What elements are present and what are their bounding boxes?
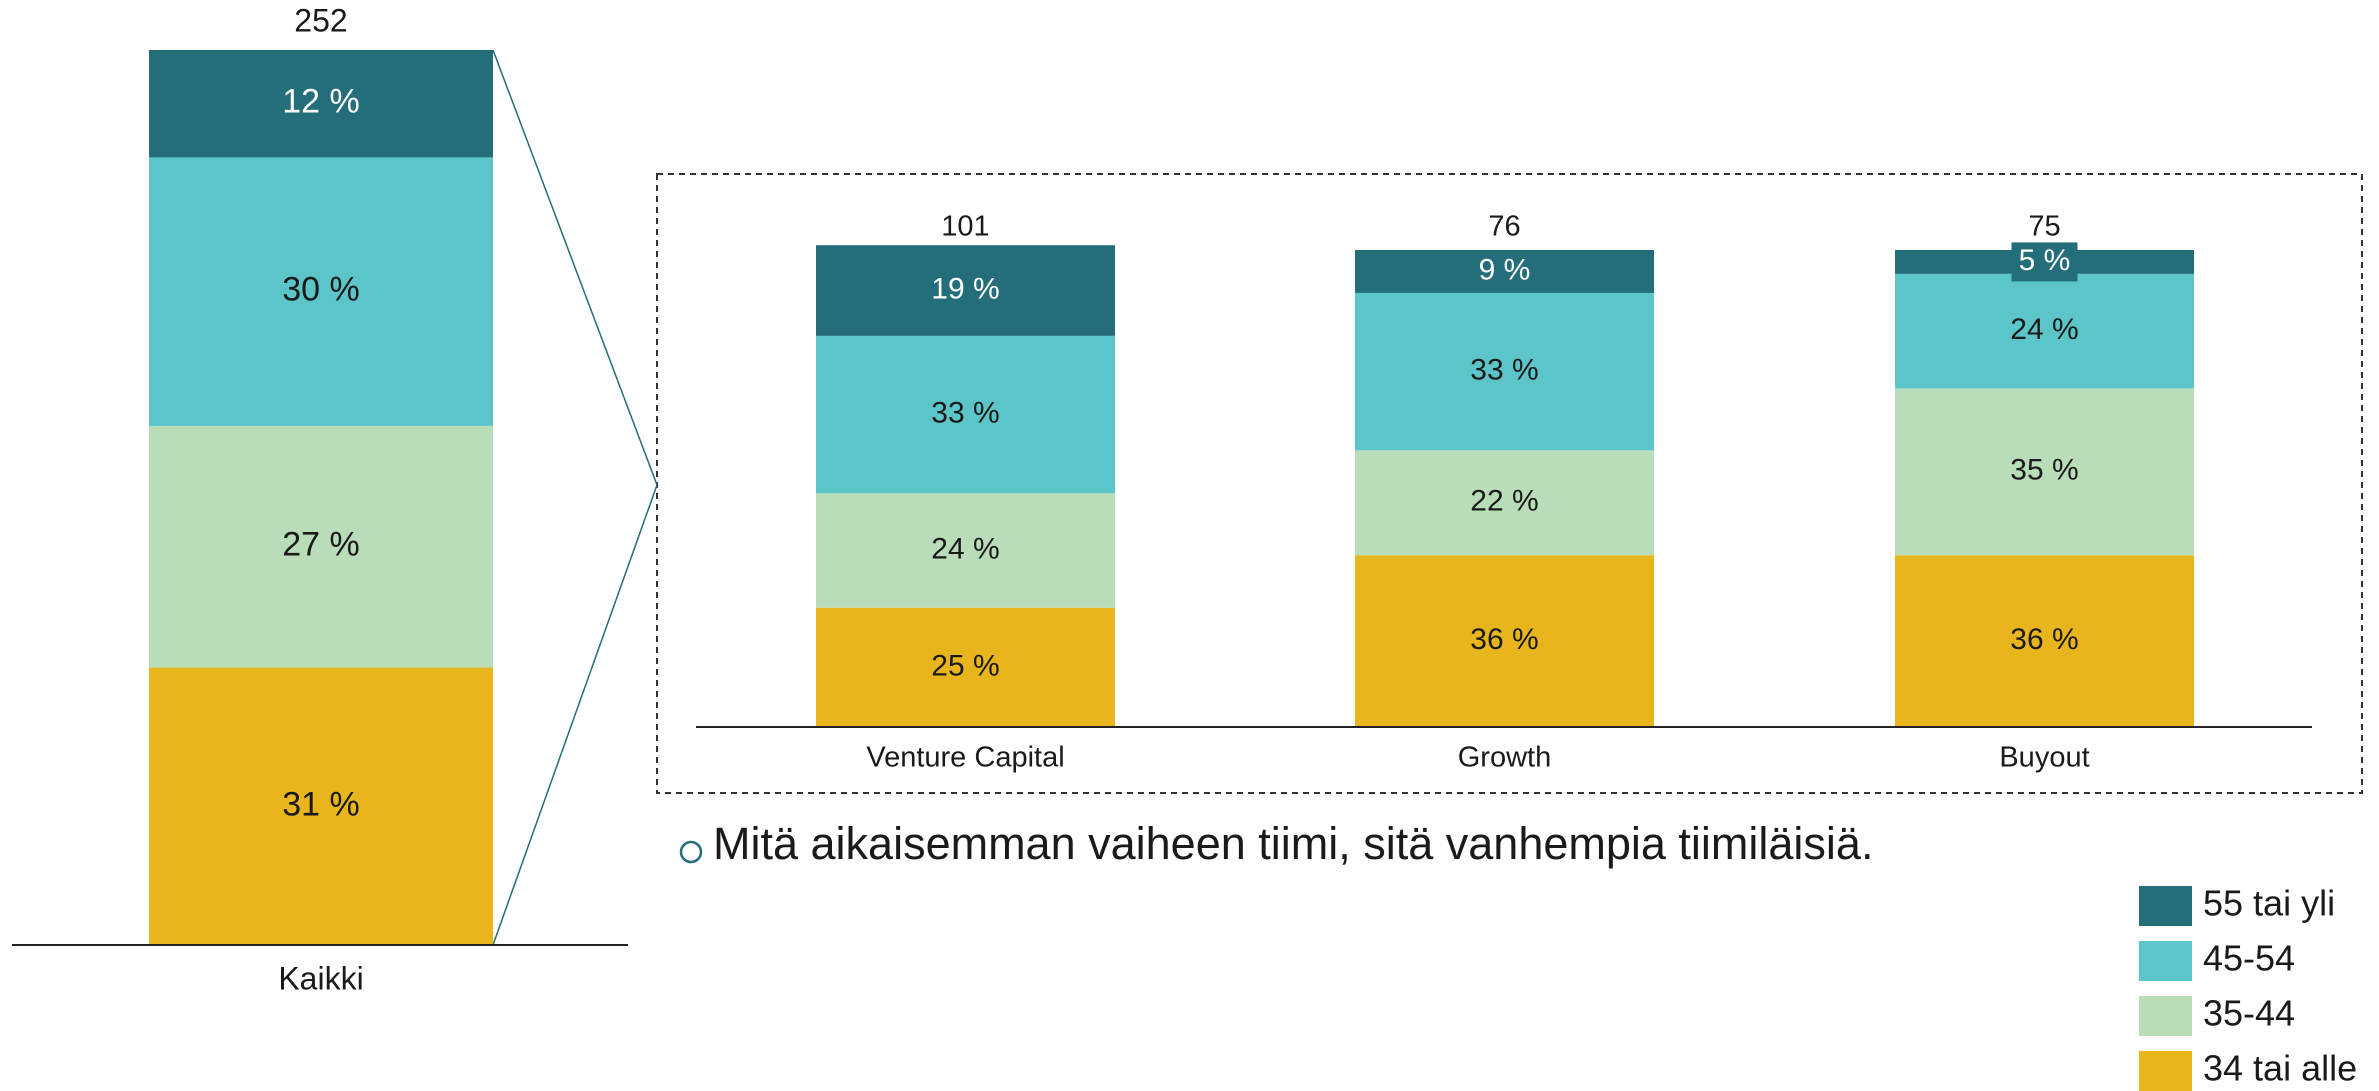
value-label: 36 % bbox=[2010, 623, 2078, 656]
bar-segment bbox=[1895, 273, 2194, 389]
bar-segment bbox=[816, 493, 1115, 608]
legend-label: 55 tai yli bbox=[2203, 883, 2335, 924]
bar-segment bbox=[149, 50, 493, 158]
bar-segment bbox=[1355, 250, 1654, 293]
legend-swatch bbox=[2139, 886, 2192, 926]
zoom-line bbox=[492, 49, 658, 486]
bar-segment bbox=[149, 157, 493, 426]
zoom-line bbox=[492, 484, 658, 946]
value-label: 24 % bbox=[931, 532, 999, 565]
value-label: 27 % bbox=[282, 526, 360, 564]
x-tick-label: Kaikki bbox=[278, 960, 363, 996]
value-label: 24 % bbox=[2010, 313, 2078, 346]
value-label: 30 % bbox=[282, 271, 360, 309]
total-label: 101 bbox=[941, 211, 989, 243]
value-label: 33 % bbox=[931, 396, 999, 429]
total-label: 76 bbox=[1488, 211, 1520, 243]
value-label: 22 % bbox=[1470, 485, 1538, 518]
value-label: 36 % bbox=[1470, 623, 1538, 656]
value-label: 19 % bbox=[931, 272, 999, 305]
annotation: Mitä aikaisemman vaiheen tiimi, sitä van… bbox=[713, 818, 1873, 869]
bar-segment bbox=[1355, 450, 1654, 556]
x-tick-label: Growth bbox=[1458, 742, 1551, 774]
bar-segment bbox=[816, 607, 1115, 727]
bar-segment bbox=[1355, 292, 1654, 451]
bar-segment bbox=[1895, 388, 2194, 556]
bar-segment bbox=[149, 667, 493, 945]
legend-label: 34 tai alle bbox=[2203, 1048, 2357, 1089]
label-box bbox=[2011, 242, 2078, 282]
total-label: 252 bbox=[294, 2, 347, 38]
value-label: 35 % bbox=[2010, 454, 2078, 487]
legend-swatch bbox=[2139, 1051, 2192, 1091]
total-label: 75 bbox=[2028, 211, 2060, 243]
bar-segment bbox=[1355, 555, 1654, 727]
value-label: 25 % bbox=[931, 649, 999, 682]
value-label: 5 % bbox=[2019, 244, 2071, 277]
bar-segment bbox=[1895, 555, 2194, 727]
bar-segment bbox=[816, 245, 1115, 336]
bullet bbox=[679, 840, 703, 864]
x-tick-label: Venture Capital bbox=[866, 742, 1064, 774]
legend-label: 45-54 bbox=[2203, 938, 2295, 979]
bar-segment bbox=[816, 335, 1115, 494]
legend-swatch bbox=[2139, 996, 2192, 1036]
bar-segment bbox=[149, 425, 493, 668]
legend-swatch bbox=[2139, 941, 2192, 981]
value-label: 12 % bbox=[282, 83, 360, 121]
value-label: 9 % bbox=[1479, 253, 1531, 286]
x-tick-label: Buyout bbox=[1999, 742, 2089, 774]
value-label: 33 % bbox=[1470, 354, 1538, 387]
value-label: 31 % bbox=[282, 785, 360, 823]
legend-label: 35-44 bbox=[2203, 993, 2295, 1034]
